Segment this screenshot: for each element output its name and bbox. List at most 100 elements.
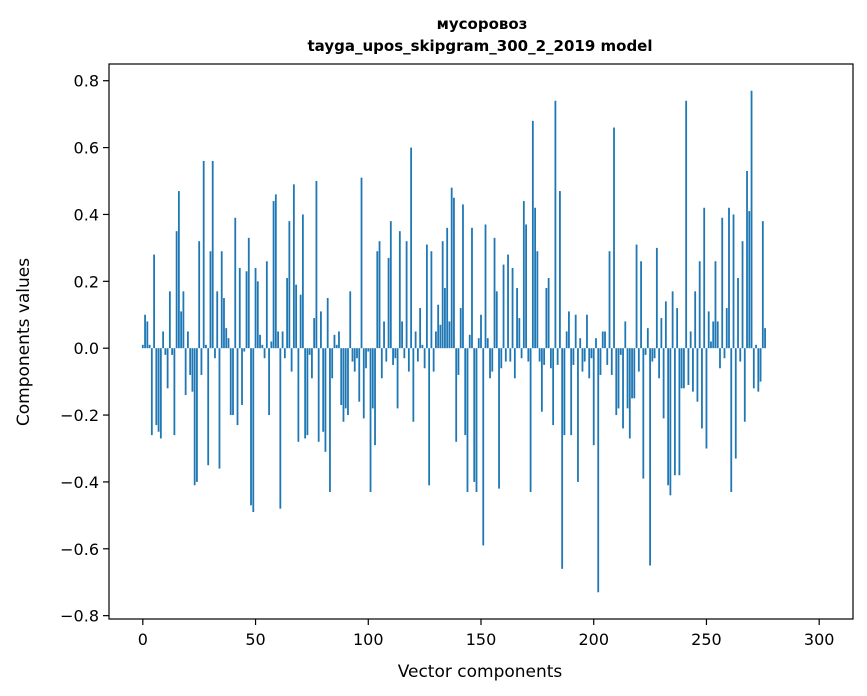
bar-component-126 [425, 244, 428, 349]
bar-component-169 [522, 201, 525, 349]
bar-component-65 [288, 221, 291, 349]
bar-component-89 [342, 348, 345, 422]
bar-component-222 [642, 348, 645, 479]
bar-component-167 [518, 318, 521, 349]
chart-title: мусоровоз [437, 15, 528, 33]
bar-component-209 [613, 127, 615, 349]
bar-component-226 [651, 348, 654, 362]
bar-component-94 [353, 348, 356, 372]
bar-component-5 [153, 254, 155, 349]
bar-component-159 [500, 348, 503, 369]
bar-component-153 [486, 338, 489, 349]
x-tick-label: 50 [245, 630, 265, 649]
bar-component-233 [667, 348, 670, 486]
bar-component-216 [628, 348, 631, 439]
bar-component-196 [583, 348, 586, 362]
bar-component-258 [723, 348, 726, 359]
bar-component-249 [703, 207, 706, 349]
x-tick-label: 0 [138, 630, 148, 649]
bar-component-110 [389, 221, 392, 349]
bar-component-157 [495, 291, 498, 349]
bar-component-21 [189, 348, 192, 375]
bar-component-66 [290, 348, 293, 372]
bar-component-253 [712, 321, 715, 349]
bar-component-80 [322, 348, 325, 432]
bar-component-46 [245, 271, 248, 349]
bar-component-145 [468, 334, 471, 349]
bar-component-270 [750, 90, 753, 349]
bar-component-55 [265, 261, 268, 349]
bar-component-179 [545, 288, 548, 349]
bar-component-162 [507, 254, 509, 349]
bar-component-30 [209, 251, 212, 349]
bar-component-99 [365, 348, 367, 369]
bar-component-192 [574, 314, 577, 349]
bar-component-272 [755, 344, 757, 349]
bar-component-254 [714, 261, 717, 349]
bar-component-44 [241, 348, 243, 406]
bar-component-15 [175, 231, 178, 349]
bar-component-154 [489, 348, 491, 379]
bar-component-54 [263, 348, 266, 359]
bar-component-168 [520, 348, 523, 359]
y-tick-label: 0.2 [74, 272, 99, 291]
x-axis-ticks: 0 50 100 150 200 250 300 [138, 619, 834, 649]
bar-component-198 [588, 348, 591, 379]
bar-component-123 [419, 308, 422, 349]
bar-component-242 [687, 348, 690, 385]
bar-component-11 [166, 348, 169, 389]
bar-component-221 [640, 261, 642, 349]
bar-component-114 [398, 231, 401, 349]
bar-component-40 [232, 348, 234, 416]
bar-component-163 [509, 348, 512, 362]
bar-component-264 [737, 277, 739, 349]
bar-component-91 [347, 348, 349, 416]
bar-component-213 [622, 348, 624, 429]
bar-component-58 [272, 201, 275, 349]
bar-component-241 [685, 100, 688, 349]
bar-component-93 [351, 348, 354, 362]
y-axis-ticks: −0.8 −0.6 −0.4 −0.2 0.0 0.2 0.4 0.6 0.8 [60, 72, 109, 626]
bar-component-261 [730, 348, 733, 492]
bar-component-223 [644, 348, 647, 355]
bar-component-160 [502, 264, 505, 349]
x-tick-label: 200 [578, 630, 609, 649]
bar-component-218 [633, 348, 636, 399]
bar-component-29 [207, 348, 210, 466]
bar-component-164 [511, 267, 514, 349]
bar-component-73 [306, 348, 309, 436]
bar-component-59 [274, 194, 277, 349]
chart-subtitle: tayga_upos_skipgram_300_2_2019 model [308, 37, 653, 55]
bar-component-61 [279, 348, 282, 509]
y-tick-label: 0.8 [74, 72, 99, 91]
bars-group [141, 90, 766, 593]
bar-component-181 [549, 348, 552, 369]
bar-component-149 [477, 338, 480, 349]
bar-component-262 [732, 214, 735, 349]
bar-component-133 [441, 241, 444, 349]
bar-component-137 [450, 187, 453, 349]
x-tick-label: 100 [353, 630, 384, 649]
bar-component-158 [498, 348, 500, 489]
bar-component-243 [689, 331, 692, 349]
bar-component-128 [430, 251, 433, 349]
bar-component-35 [220, 251, 223, 349]
bar-component-246 [696, 348, 699, 402]
bar-component-117 [405, 241, 408, 349]
bar-component-26 [200, 348, 203, 375]
bar-component-49 [252, 348, 255, 513]
bar-component-182 [552, 348, 555, 426]
bar-component-33 [216, 291, 219, 349]
bar-component-10 [164, 348, 167, 355]
bar-component-205 [604, 331, 606, 349]
bar-component-193 [577, 348, 579, 482]
bar-component-119 [410, 147, 413, 349]
bar-component-250 [705, 348, 708, 449]
bar-component-257 [721, 217, 724, 349]
bar-component-170 [525, 224, 527, 349]
bar-component-166 [516, 288, 518, 349]
bar-component-47 [247, 237, 250, 349]
bar-component-263 [734, 348, 737, 459]
bar-component-43 [238, 267, 241, 349]
bar-component-144 [466, 348, 469, 492]
